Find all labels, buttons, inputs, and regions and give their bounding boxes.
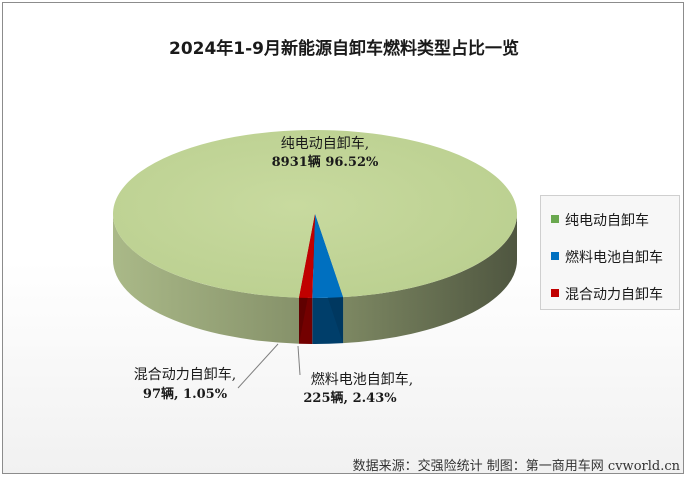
legend-swatch-hybrid — [551, 289, 559, 297]
legend-label: 燃料电池自卸车 — [565, 250, 663, 266]
legend-item-fuel-cell: 燃料电池自卸车 — [551, 247, 663, 267]
source-caption: 数据来源：交强险统计 制图：第一商用车网 cvworld.cn — [352, 459, 680, 474]
slice-label-fuel-cell: 燃料电池自卸车, — [311, 371, 413, 388]
legend-item-hybrid: 混合动力自卸车 — [551, 284, 663, 304]
legend-swatch-pure-electric — [551, 215, 559, 223]
chart-title: 2024年1-9月新能源自卸车燃料类型占比一览 — [168, 39, 520, 59]
legend: 纯电动自卸车 燃料电池自卸车 混合动力自卸车 — [540, 195, 680, 310]
slice-side-pure-electric — [112, 214, 517, 344]
slice-top-hybrid — [298, 214, 315, 298]
slice-value-hybrid: 97辆, 1.05% — [143, 386, 228, 402]
slice-top-pure-electric — [113, 130, 518, 298]
leader-line-fuel-cell — [297, 345, 301, 376]
slice-value-fuel-cell: 225辆, 2.43% — [303, 390, 397, 406]
legend-label: 混合动力自卸车 — [565, 287, 663, 303]
slice-label-hybrid: 混合动力自卸车, — [134, 366, 236, 383]
slice-label-pure-electric: 纯电动自卸车, — [281, 135, 369, 152]
slice-value-pure-electric: 8931辆 96.52% — [272, 154, 379, 170]
slice-top-fuel-cell — [312, 214, 344, 298]
legend-label: 纯电动自卸车 — [565, 213, 649, 229]
legend-swatch-fuel-cell — [551, 252, 559, 260]
legend-item-pure-electric: 纯电动自卸车 — [551, 210, 649, 230]
leader-line-hybrid — [237, 343, 279, 389]
